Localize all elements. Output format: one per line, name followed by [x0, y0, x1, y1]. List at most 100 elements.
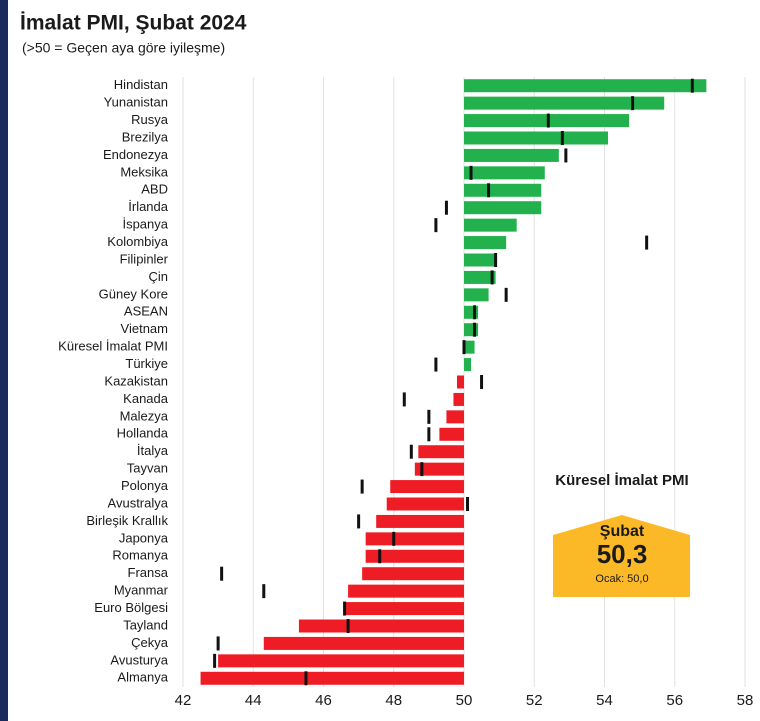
chart-subtitle: (>50 = Geçen aya göre iyileşme): [22, 40, 225, 56]
bar: [439, 427, 464, 441]
bars: [200, 78, 707, 686]
previous-marker: [462, 340, 466, 355]
previous-marker: [631, 96, 635, 111]
previous-marker: [466, 497, 470, 511]
previous-marker: [504, 287, 508, 302]
y-tick-label: Meksika: [120, 164, 168, 179]
bar: [464, 236, 507, 250]
y-tick-label: Japonya: [119, 530, 169, 545]
previous-marker: [546, 113, 550, 128]
previous-marker: [427, 427, 431, 442]
x-tick-label: 56: [666, 692, 683, 709]
previous-marker: [480, 375, 484, 389]
y-tick-label: Almanya: [117, 670, 168, 685]
y-tick-label: Birleşik Krallık: [86, 513, 168, 528]
previous-marker: [360, 479, 364, 494]
previous-marker: [402, 392, 406, 407]
previous-marker: [357, 514, 361, 529]
annotation-box: [553, 515, 690, 597]
y-tick-label: Malezya: [120, 408, 169, 423]
previous-marker: [444, 200, 448, 215]
previous-marker: [304, 671, 308, 686]
x-tick-label: 48: [385, 692, 402, 709]
y-tick-label: ASEAN: [124, 304, 168, 319]
bar: [218, 654, 464, 668]
y-tick-label: Avusturya: [110, 652, 168, 667]
x-tick-label: 50: [456, 692, 473, 709]
y-tick-label: ABD: [141, 182, 168, 197]
bar: [298, 619, 464, 633]
x-tick-label: 58: [737, 692, 754, 709]
annotation-month: Şubat: [600, 523, 645, 540]
previous-marker: [392, 531, 396, 546]
previous-marker: [420, 462, 424, 477]
previous-marker: [343, 601, 347, 616]
bar: [464, 201, 542, 215]
x-tick-label: 44: [245, 692, 262, 709]
previous-marker: [473, 322, 477, 337]
previous-marker: [494, 253, 498, 267]
previous-marker: [262, 584, 266, 599]
bar: [464, 358, 472, 372]
y-tick-label: Küresel İmalat PMI: [58, 339, 168, 354]
previous-marker: [645, 235, 649, 250]
bar: [200, 671, 464, 685]
bar: [464, 183, 542, 197]
y-tick-label: Tayland: [123, 617, 168, 632]
bar: [453, 392, 464, 406]
bar: [418, 445, 464, 459]
bar: [446, 410, 464, 424]
bar: [464, 166, 545, 180]
previous-marker: [564, 148, 568, 163]
bar: [376, 514, 464, 528]
bar: [464, 288, 489, 302]
bar: [456, 375, 464, 389]
bar: [414, 462, 464, 476]
y-tick-label: Fransa: [128, 565, 169, 580]
y-tick-label: İrlanda: [128, 199, 169, 214]
x-tick-label: 42: [175, 692, 192, 709]
previous-marker: [473, 305, 477, 320]
previous-marker: [690, 78, 694, 93]
chart-title: İmalat PMI, Şubat 2024: [20, 12, 247, 35]
previous-marker: [378, 549, 382, 564]
bar: [464, 253, 496, 267]
bar: [344, 602, 464, 616]
previous-marker: [487, 183, 491, 198]
bar: [464, 114, 630, 128]
previous-marker: [409, 444, 413, 459]
y-tick-label: İtalya: [137, 443, 169, 458]
annotation-value: 50,3: [597, 539, 648, 569]
previous-marker: [220, 566, 224, 581]
y-tick-label: Kanada: [123, 391, 169, 406]
previous-marker: [434, 218, 438, 233]
previous-marker: [490, 270, 494, 285]
x-tick-label: 52: [526, 692, 543, 709]
previous-marker: [434, 357, 438, 372]
y-tick-label: Rusya: [131, 112, 169, 127]
y-tick-label: Myanmar: [114, 583, 169, 598]
bar: [464, 270, 496, 284]
previous-marker: [216, 636, 220, 651]
y-tick-label: Çin: [148, 269, 168, 284]
previous-marker: [469, 165, 473, 180]
bar: [464, 131, 609, 145]
x-tick-label: 46: [315, 692, 332, 709]
y-tick-label: Romanya: [112, 548, 168, 563]
y-tick-label: Avustralya: [108, 495, 169, 510]
bar: [464, 218, 517, 232]
bar: [362, 567, 464, 581]
bar: [464, 340, 475, 354]
y-tick-label: Polonya: [121, 478, 169, 493]
bar: [263, 636, 464, 650]
panel: [8, 0, 760, 721]
bar: [365, 549, 464, 563]
x-tick-label: 54: [596, 692, 613, 709]
annotation-previous: Ocak: 50,0: [595, 573, 648, 585]
y-tick-label: Yunanistan: [104, 95, 168, 110]
bar: [464, 79, 707, 93]
bar: [464, 148, 559, 162]
y-tick-label: Kazakistan: [104, 373, 168, 388]
y-tick-label: İspanya: [122, 217, 168, 232]
